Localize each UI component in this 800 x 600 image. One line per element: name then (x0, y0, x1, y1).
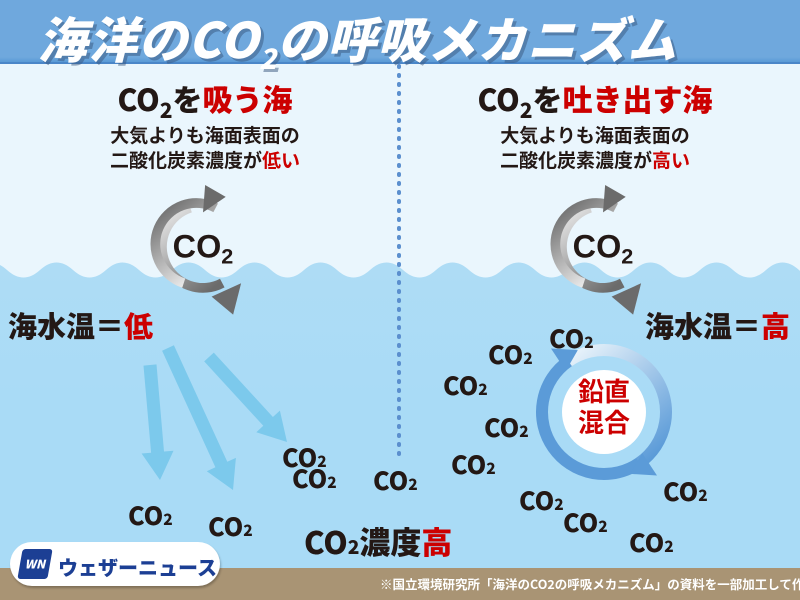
svg-text:CO2: CO2 (173, 229, 234, 269)
svg-text:CO2: CO2 (573, 229, 634, 269)
svg-text:混合: 混合 (578, 403, 630, 440)
